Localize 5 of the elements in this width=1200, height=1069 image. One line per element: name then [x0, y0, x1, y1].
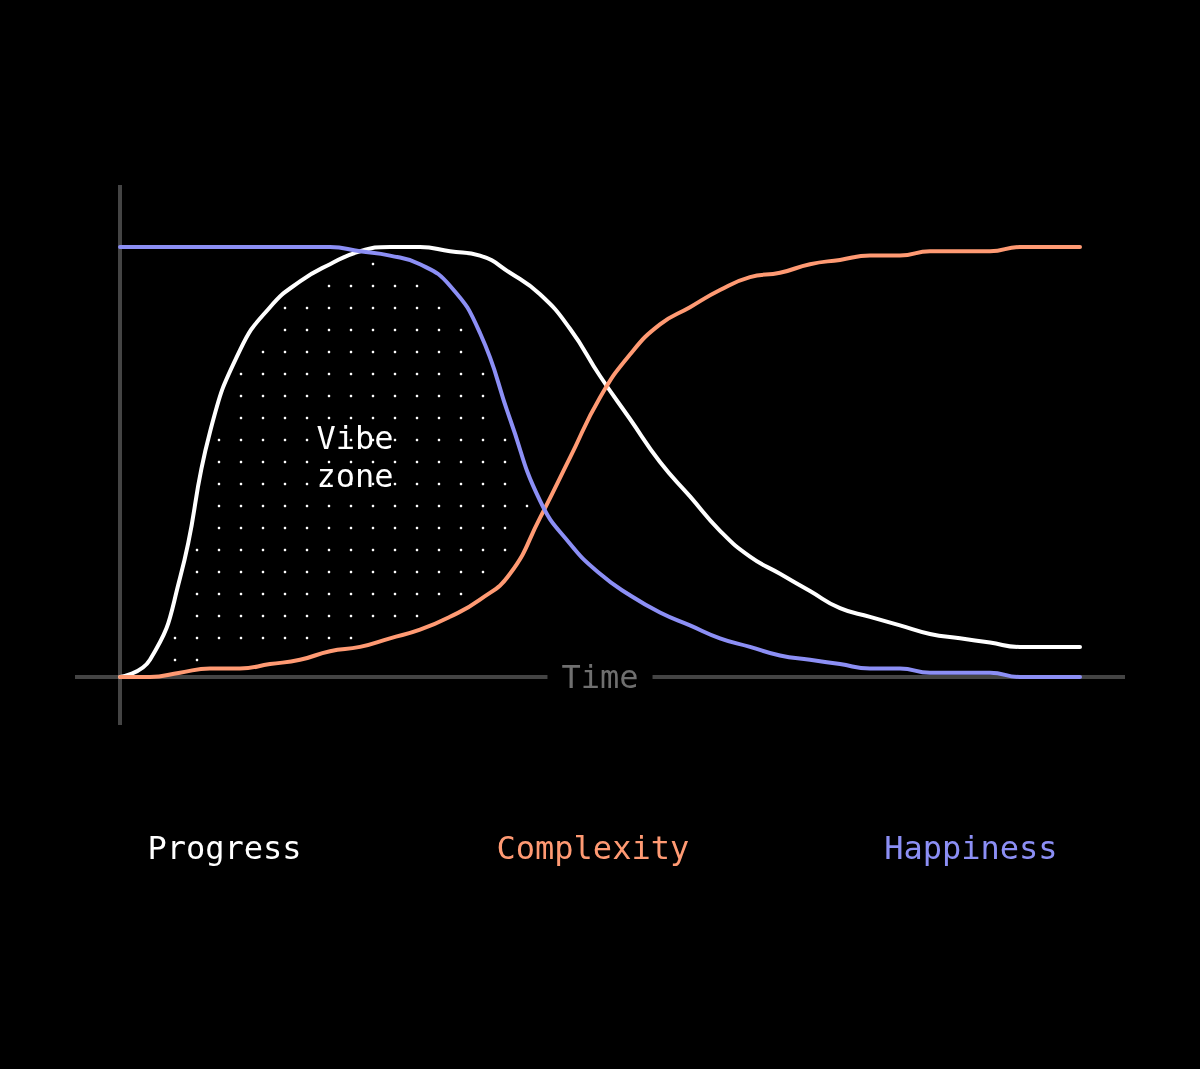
text: Progress [147, 829, 302, 867]
text: Happiness [884, 829, 1058, 867]
annotation: Vibe zone [316, 419, 394, 495]
x-axis-title: Time [561, 658, 639, 696]
text: Complexity [496, 829, 690, 867]
